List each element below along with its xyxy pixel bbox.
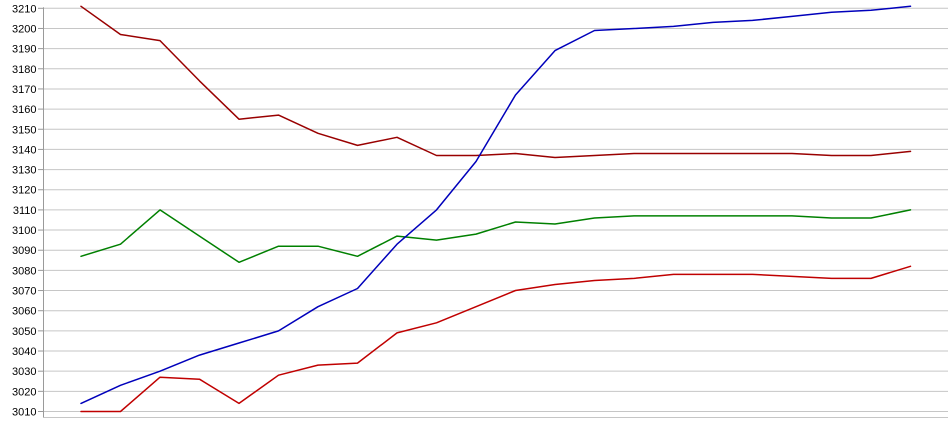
y-axis-label: 3080 <box>12 265 36 277</box>
y-axis-label: 3140 <box>12 144 36 156</box>
y-axis-label: 3150 <box>12 124 36 136</box>
y-axis-label: 3210 <box>12 3 36 15</box>
y-axis-label: 3010 <box>12 407 36 419</box>
y-axis-label: 3130 <box>12 165 36 177</box>
y-axis-label: 3170 <box>12 84 36 96</box>
y-axis-label: 3120 <box>12 185 36 197</box>
series-dark-red-line <box>80 5 912 159</box>
series-blue-line <box>80 5 912 405</box>
y-axis-label: 3060 <box>12 306 36 318</box>
series-green-line <box>80 209 912 264</box>
y-axis-label: 3100 <box>12 225 36 237</box>
y-axis-label: 3070 <box>12 286 36 298</box>
series-red-line <box>80 265 912 413</box>
y-axis-label: 3200 <box>12 23 36 35</box>
y-axis-label: 3090 <box>12 245 36 257</box>
y-axis-label: 3020 <box>12 386 36 398</box>
y-axis-label: 3190 <box>12 44 36 56</box>
y-axis-label: 3180 <box>12 64 36 76</box>
y-axis-label: 3030 <box>12 366 36 378</box>
y-axis-label: 3050 <box>12 326 36 338</box>
y-axis-label: 3110 <box>13 205 37 217</box>
y-axis-label: 3160 <box>12 104 36 116</box>
y-axis-label: 3040 <box>12 346 36 358</box>
